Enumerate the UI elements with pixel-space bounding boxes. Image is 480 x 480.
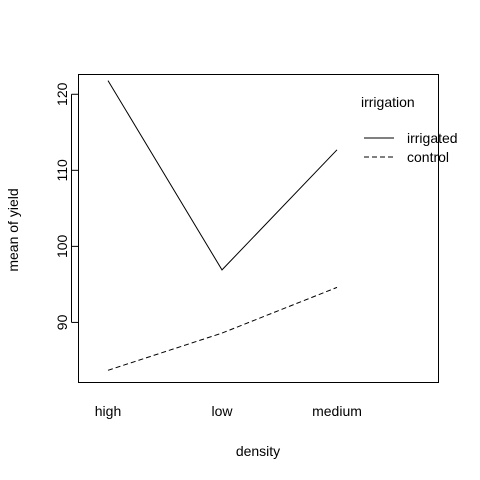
x-axis: high low medium [95,403,362,419]
legend: irrigation irrigated control [361,94,458,165]
plot-frame [78,74,439,383]
series-lines [107,80,338,371]
legend-label-control: control [407,149,449,165]
series-line-irrigated [107,80,338,271]
series-line-control [107,286,338,371]
y-axis-label: mean of yield [5,188,21,271]
x-tick-label: high [95,403,121,419]
x-tick-label: low [211,403,233,419]
y-tick-label: 120 [54,82,70,106]
legend-label-irrigated: irrigated [407,130,458,146]
x-tick-label: medium [312,403,362,419]
y-axis: 90 100 110 120 [54,82,79,330]
legend-title: irrigation [361,94,415,110]
y-tick-label: 90 [54,314,70,330]
y-tick-label: 110 [54,159,70,182]
y-tick-label: 100 [54,234,70,258]
x-axis-label: density [236,443,280,459]
